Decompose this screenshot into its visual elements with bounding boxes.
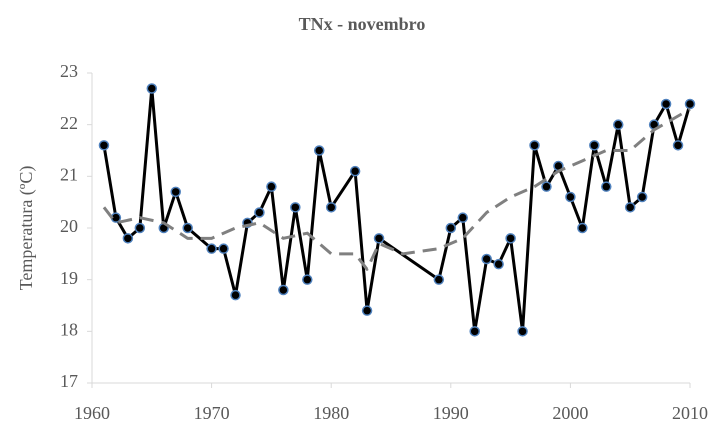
data-point (278, 284, 289, 296)
data-point (624, 202, 636, 213)
data-point (325, 202, 337, 213)
data-point (170, 186, 181, 198)
data-line (102, 87, 692, 333)
data-point (218, 243, 229, 254)
data-point (672, 140, 684, 151)
data-point (577, 222, 588, 234)
data-point (254, 207, 265, 218)
y-tick-label: 18 (60, 319, 78, 339)
data-point (290, 202, 301, 213)
data-point (601, 181, 612, 192)
y-tick-label: 22 (60, 113, 78, 133)
y-tick-label: 23 (60, 61, 78, 81)
x-tick-label: 2010 (672, 403, 708, 423)
data-point (541, 181, 552, 192)
data-point (565, 191, 576, 203)
chart-title: TNx - novembro (299, 14, 426, 34)
data-point (589, 140, 600, 151)
data-point (146, 83, 158, 94)
data-point (517, 326, 528, 337)
x-tick-label: 1980 (313, 403, 349, 423)
data-point (445, 222, 457, 234)
data-point (98, 140, 110, 151)
data-point (612, 119, 624, 130)
data-point (206, 243, 217, 254)
y-tick-label: 20 (60, 216, 78, 236)
x-tick-label: 2000 (552, 403, 588, 423)
data-point (433, 274, 445, 285)
data-point (469, 326, 480, 337)
data-point (529, 140, 540, 151)
data-point (230, 289, 241, 301)
data-point (505, 233, 516, 244)
data-point (660, 98, 672, 110)
x-tick-label: 1990 (433, 403, 469, 423)
data-point (361, 305, 373, 316)
data-point (481, 253, 492, 265)
y-axis-label: Temperatura (ºC) (16, 166, 37, 291)
data-point (182, 222, 193, 234)
data-point (302, 274, 313, 285)
x-tick-label: 1960 (74, 403, 110, 423)
data-point (457, 212, 469, 223)
data-point (122, 233, 134, 244)
y-tick-label: 21 (60, 164, 78, 184)
data-point (266, 181, 277, 192)
y-tick-label: 17 (60, 371, 78, 391)
data-point (493, 258, 504, 270)
x-tick-label: 1970 (194, 403, 230, 423)
data-point (134, 222, 146, 234)
trend-line (102, 107, 691, 271)
data-point (313, 145, 325, 156)
data-point (349, 165, 361, 177)
data-point (373, 233, 385, 244)
data-point (684, 98, 696, 110)
data-point (636, 191, 648, 203)
y-tick-label: 19 (60, 268, 78, 288)
